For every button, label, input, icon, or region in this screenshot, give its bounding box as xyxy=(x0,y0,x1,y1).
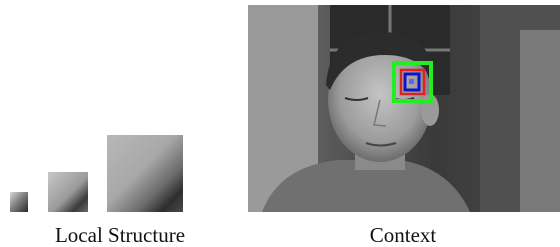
center-box xyxy=(409,79,414,84)
context-photo xyxy=(248,5,560,212)
figure: Local Structure Context xyxy=(0,0,560,247)
patch-small xyxy=(10,192,28,212)
patch-large xyxy=(107,135,183,212)
caption: Context xyxy=(370,223,437,247)
patch-medium xyxy=(48,172,88,212)
caption: Local Structure xyxy=(55,223,185,247)
